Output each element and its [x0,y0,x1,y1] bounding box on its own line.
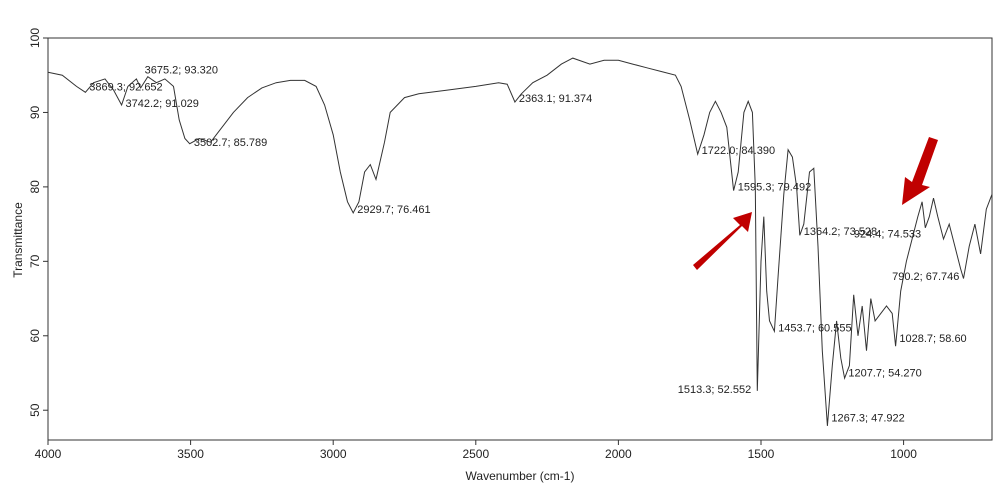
peak-label: 1267.3; 47.922 [831,413,904,425]
peak-label: 1207.7; 54.270 [848,367,921,379]
peak-label: 1595.3; 79.492 [738,182,811,194]
peak-label: 1453.7; 60.555 [778,323,851,335]
peak-label: 3869.3; 92.652 [89,82,162,94]
x-axis-label: Wavenumber (cm-1) [466,469,575,483]
spectrum-line [47,57,993,426]
peak-label: 924.4; 74.533 [854,229,921,241]
y-tick-label: 70 [28,254,42,268]
peak-label: 1364.2; 73.528 [804,226,877,238]
y-tick-label: 80 [28,180,42,194]
y-tick-label: 90 [28,105,42,119]
peak-label: 790.2; 67.746 [892,271,959,283]
y-axis-label: Transmittance [11,202,25,278]
x-tick-label: 4000 [35,447,62,461]
x-tick-label: 2000 [605,447,632,461]
arrow [902,137,938,205]
x-tick-label: 1500 [748,447,775,461]
x-tick-label: 3000 [320,447,347,461]
y-tick-label: 60 [28,329,42,343]
y-tick-label: 100 [28,28,42,48]
x-tick-label: 3500 [177,447,204,461]
peak-label: 3742.2; 91.029 [126,98,199,110]
peak-label: 3675.2; 93.320 [145,65,218,77]
peak-label: 1028.7; 58.60 [899,333,966,345]
peak-label: 2929.7; 76.461 [357,204,430,216]
peak-label: 1513.3; 52.552 [678,384,751,396]
arrow [693,212,752,270]
peak-label: 2363.1; 91.374 [519,93,592,105]
plot-frame [47,37,993,441]
x-tick-label: 1000 [890,447,917,461]
y-tick-label: 50 [28,403,42,417]
peak-label: 1722.0; 84.390 [702,145,775,157]
x-tick-label: 2500 [462,447,489,461]
peak-label: 3502.7; 85.789 [194,137,267,149]
